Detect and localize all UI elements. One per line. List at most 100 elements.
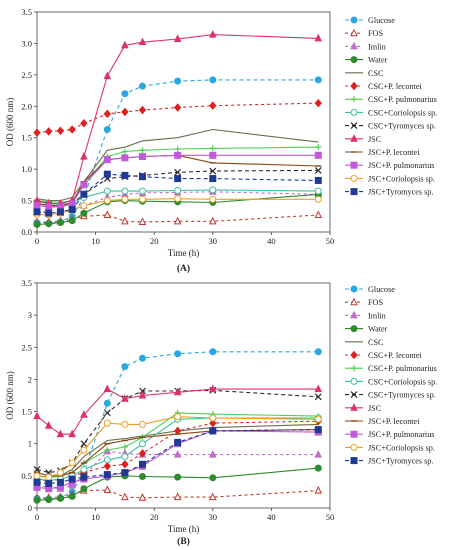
panel-caption: (B) [177, 536, 190, 547]
data-point [121, 107, 129, 117]
data-point [314, 195, 322, 203]
data-point [314, 426, 322, 434]
data-point [68, 459, 76, 467]
data-point [138, 354, 146, 362]
data-point [80, 190, 88, 198]
data-point [314, 450, 323, 458]
data-point [138, 460, 146, 468]
data-point [103, 170, 111, 178]
data-point [208, 384, 217, 393]
data-point [121, 469, 129, 477]
data-point [44, 421, 53, 429]
data-point [174, 77, 182, 85]
x-tick-label: 30 [209, 512, 218, 522]
data-point [209, 76, 217, 84]
data-point [314, 464, 322, 472]
x-tick-label: 20 [150, 512, 159, 522]
data-point [174, 438, 182, 446]
data-point [80, 485, 88, 493]
data-point [138, 390, 147, 399]
data-point [314, 76, 322, 84]
legend-label: JSC+P. pulmonarius [368, 161, 435, 170]
data-point [138, 217, 147, 225]
data-point [174, 195, 182, 203]
y-tick-label: 3.5 [21, 278, 32, 288]
legend-label: FOS [368, 29, 383, 38]
data-point [103, 156, 111, 164]
series-line [36, 489, 319, 499]
data-point [138, 440, 146, 448]
data-point [209, 418, 217, 428]
y-tick-label: 1.5 [21, 133, 32, 143]
legend-marker [351, 96, 357, 103]
y-tick-label: 2.0 [21, 101, 32, 111]
legend-label: CSC+Coriolopsis sp. [368, 377, 437, 386]
data-point [208, 450, 217, 458]
legend-marker [350, 430, 358, 438]
data-point [80, 446, 88, 454]
data-point [121, 492, 129, 501]
data-point [68, 125, 76, 134]
data-point [103, 71, 112, 80]
data-point [80, 410, 88, 418]
legend-marker [350, 56, 358, 64]
legend-marker [350, 122, 358, 130]
data-point [174, 187, 182, 195]
legend-marker [350, 457, 358, 465]
x-tick-label: 50 [326, 512, 335, 522]
chart-panel-a: 0.0 0.5 1.0 1.5 2.0 2.5 3.0 3.5 0 10 20 30 40 50 Time … [5, 7, 437, 274]
legend-label: CSC+Tyromyces sp. [368, 122, 436, 131]
data-point [209, 474, 217, 482]
data-point [209, 186, 217, 194]
legend-marker [350, 403, 358, 411]
data-point [314, 98, 322, 108]
legend-label: Glucose [368, 16, 395, 25]
y-tick-label: 0 [28, 503, 32, 513]
data-point [314, 415, 322, 423]
data-point [45, 480, 53, 488]
legend-label: CSC [368, 338, 384, 347]
data-point [68, 492, 76, 500]
legend-label: Water [368, 325, 388, 334]
legend-label: JSC+P. lecontei [368, 417, 420, 426]
legend-label: FOS [368, 298, 383, 307]
data-point [33, 208, 41, 216]
data-point [121, 195, 129, 203]
x-tick-label: 10 [91, 512, 100, 522]
data-point [80, 465, 88, 473]
data-point [56, 429, 65, 438]
data-point [121, 171, 129, 179]
legend-label: CSC+Tyromyces sp. [368, 391, 436, 400]
data-point [103, 419, 111, 427]
legend-marker [350, 188, 358, 196]
data-point [45, 473, 53, 481]
data-point [68, 475, 76, 483]
x-tick-label: 10 [91, 236, 100, 246]
y-axis-title: OD (600 nm) [5, 98, 15, 147]
data-point [314, 393, 322, 401]
data-point [138, 187, 146, 195]
legend-marker [350, 297, 358, 306]
legend-marker [351, 365, 357, 372]
data-point [121, 443, 128, 450]
legend-label: CSC+P. pulmonarius [368, 95, 437, 104]
data-point [173, 34, 182, 43]
data-point [103, 456, 111, 464]
data-point [121, 40, 129, 49]
data-point [80, 209, 88, 217]
data-point [103, 461, 111, 471]
data-point [174, 350, 182, 358]
data-point [45, 127, 53, 136]
data-point [104, 447, 111, 454]
legend-label: CSC+Coriolopsis sp. [368, 108, 437, 117]
data-point [103, 210, 112, 219]
x-tick-label: 40 [267, 512, 276, 522]
x-axis-title: Time (h) [168, 524, 199, 534]
data-point [138, 105, 147, 115]
legend-marker [350, 391, 358, 399]
data-point [45, 209, 53, 217]
data-point [80, 440, 88, 448]
data-point [80, 151, 88, 160]
legend-label: JSC+P. lecontei [368, 148, 420, 157]
